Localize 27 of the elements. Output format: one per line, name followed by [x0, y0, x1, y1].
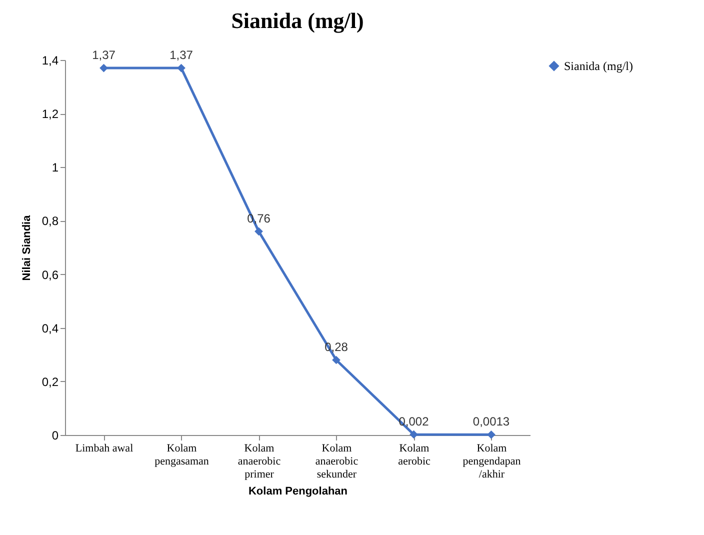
point: [487, 430, 496, 439]
x-axis-title: Kolam Pengolahan: [248, 486, 348, 498]
x-tick-label: Kolam pengendapan /akhir: [462, 442, 522, 480]
data-label: 1,37: [92, 48, 116, 62]
point: [332, 356, 340, 364]
y-tick-label: 0,8: [42, 214, 59, 228]
point: [100, 64, 108, 72]
y-tick-label: 1,4: [42, 54, 59, 68]
legend-label: Sianida (mg/l): [564, 59, 633, 73]
point: [177, 64, 186, 72]
y-tick-label: 1,2: [42, 107, 59, 122]
x-tick-label: Limbah awal: [75, 442, 134, 454]
data-label: 1,37: [170, 48, 194, 62]
chart-title: Sianida (mg/l): [231, 8, 364, 34]
y-tick-label: 1: [52, 160, 59, 175]
x-tick-label: Kolam anaerobic sekunder: [315, 442, 358, 480]
y-tick-label: 0: [52, 428, 59, 442]
x-tick-label: Kolam pengasaman: [154, 442, 210, 468]
y-tick-label: 0,4: [42, 321, 59, 336]
y-tick-label: 0,6: [42, 268, 59, 282]
point: [254, 227, 263, 236]
x-tick-label: Kolam aerobic: [398, 442, 431, 468]
y-axis-title: Nilai Siandia: [20, 214, 33, 281]
point: [410, 430, 418, 439]
x-tick-label: Kolam anaerobic primer: [238, 442, 281, 480]
y-tick-label: 0,2: [42, 374, 59, 389]
data-label: 0,0013: [472, 414, 510, 429]
